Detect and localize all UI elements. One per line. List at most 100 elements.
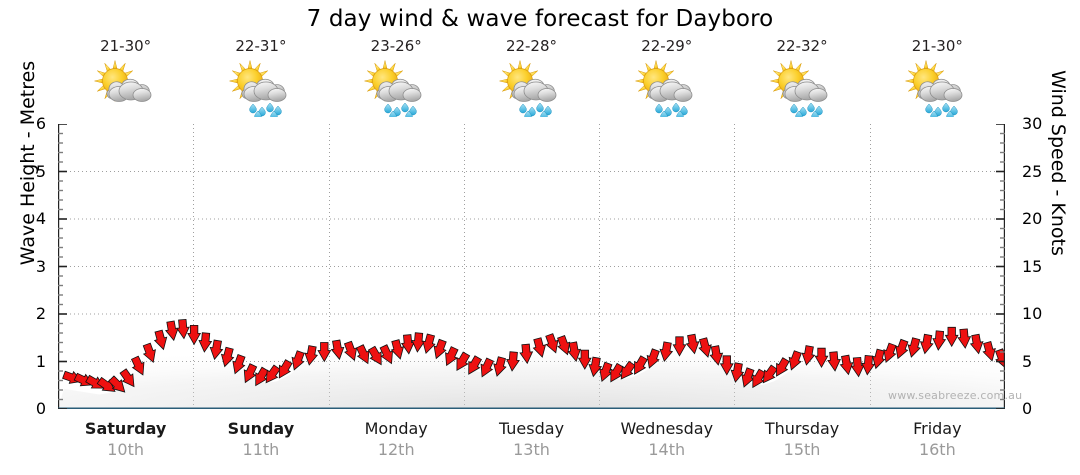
wind-barb-arrow <box>108 375 126 393</box>
wind-barb-arrow <box>895 338 909 360</box>
right-tick-label: 10 <box>1022 304 1043 323</box>
wind-barb-arrow <box>480 357 495 378</box>
wind-barb-arrow <box>456 351 471 372</box>
wind-barb-arrow <box>730 362 745 383</box>
wind-barb-arrow <box>187 324 202 346</box>
left-tick-label: 4 <box>35 209 46 228</box>
left-tick-label: 2 <box>35 304 46 323</box>
wind-barb-arrow <box>719 355 734 376</box>
day-date: 15th <box>783 440 821 459</box>
right-tick-label: 0 <box>1022 399 1033 418</box>
wind-barb-arrow <box>390 339 405 360</box>
day-name: Saturday <box>84 419 167 438</box>
left-tick-label: 0 <box>35 399 46 418</box>
wind-barb-arrow <box>119 368 135 388</box>
wind-barb-arrow <box>330 339 345 361</box>
sun-behind-rain-cloud-icon <box>898 57 976 117</box>
wind-barb-arrow <box>957 328 972 349</box>
left-tick-label: 3 <box>35 256 46 276</box>
wind-barb-group <box>62 318 1005 393</box>
plot-canvas <box>58 124 1005 409</box>
wind-barb-arrow <box>741 367 755 388</box>
wind-barb-arrow <box>685 333 700 355</box>
day-date: 11th <box>242 440 280 459</box>
day-header-thursday: 22-32° <box>734 38 869 123</box>
wind-barb-arrow <box>545 333 559 354</box>
sun-behind-rain-cloud-icon <box>357 57 435 117</box>
left-tick-label: 6 <box>35 114 46 133</box>
site-watermark: www.seabreeze.com.au <box>888 389 1023 402</box>
wind-barb-arrow <box>620 360 636 380</box>
sun-behind-rain-cloud-icon <box>628 57 706 117</box>
day-footer-sunday: Sunday 11th <box>193 418 328 468</box>
wind-barb-arrow <box>278 359 293 379</box>
wind-barb-arrow <box>776 357 790 377</box>
wind-barb-arrow <box>588 356 603 378</box>
day-footer-friday: Friday 16th <box>870 418 1005 468</box>
temperature-range: 22-29° <box>641 37 693 55</box>
wind-barb-arrow <box>209 339 224 361</box>
wind-barb-arrow <box>557 335 571 356</box>
wind-barb-arrow <box>872 348 886 370</box>
sun-behind-rain-cloud-icon <box>763 57 841 117</box>
wind-barb-arrow <box>932 330 947 351</box>
wind-barb-arrow <box>634 355 648 375</box>
wave-height-area <box>58 333 1005 409</box>
wind-barb-arrow <box>355 344 370 365</box>
wind-barb-arrow <box>850 356 865 378</box>
wind-barb-arrow <box>411 332 426 353</box>
wind-barb-arrow <box>519 343 534 365</box>
right-tick-label: 15 <box>1022 256 1043 276</box>
left-tick-label: 1 <box>35 351 46 371</box>
day-date: 12th <box>377 440 415 459</box>
wind-barb-arrow <box>400 334 415 355</box>
day-header-strip: 21-30° 22-31° 23-26° 22-28° 22-29° 22-32° 21-3… <box>58 38 1005 123</box>
day-date: 13th <box>513 440 550 459</box>
wind-barb-arrow <box>969 333 984 355</box>
day-name: Sunday <box>227 419 295 438</box>
wind-barb-arrow <box>814 347 829 369</box>
temperature-range: 22-31° <box>235 37 287 55</box>
right-tick-label: 5 <box>1022 351 1033 371</box>
wind-barb-arrow <box>762 364 778 384</box>
temperature-range: 22-32° <box>776 37 828 55</box>
temperature-range: 23-26° <box>370 37 422 55</box>
day-header-sunday: 22-31° <box>193 38 328 123</box>
wind-barb-arrow <box>468 355 482 375</box>
wind-barb-arrow <box>142 342 156 364</box>
wind-barb-arrow <box>445 346 459 367</box>
wind-barb-arrow <box>153 329 168 351</box>
day-name: Thursday <box>764 419 840 438</box>
wind-barb-arrow <box>919 333 934 355</box>
wind-barb-arrow <box>291 350 305 371</box>
page-title: 7 day wind & wave forecast for Dayboro <box>306 6 774 32</box>
sun-behind-rain-cloud-icon <box>492 57 570 117</box>
wind-barb-arrow <box>672 336 687 357</box>
wind-barb-arrow <box>698 337 712 358</box>
day-name: Friday <box>913 419 962 438</box>
wind-barb-arrow <box>599 361 613 383</box>
forecast-plot <box>58 124 1005 409</box>
day-footer-monday: Monday 12th <box>329 418 464 468</box>
day-date: 10th <box>107 440 145 459</box>
day-header-monday: 23-26° <box>329 38 464 123</box>
wind-barb-arrow <box>567 341 582 363</box>
day-name: Wednesday <box>620 419 714 438</box>
right-tick-label: 25 <box>1022 161 1043 181</box>
wind-barb-arrow <box>304 345 319 366</box>
wind-barb-arrow <box>265 364 281 384</box>
wind-barb-arrow <box>861 355 876 376</box>
wind-barb-arrow <box>243 363 258 384</box>
temperature-range: 21-30° <box>100 37 152 55</box>
wind-barb-arrow <box>827 351 841 372</box>
wind-barb-arrow <box>646 348 660 369</box>
wind-barb-arrow <box>433 338 447 360</box>
wind-barb-arrow <box>317 342 332 363</box>
wind-barb-arrow <box>801 345 816 366</box>
wind-barb-arrow <box>982 341 996 362</box>
wind-barb-arrow <box>493 356 507 377</box>
wind-barb-arrow <box>506 351 520 372</box>
day-name: Tuesday <box>498 419 565 438</box>
sun-behind-cloud-icon <box>87 57 165 117</box>
day-name: Monday <box>364 419 428 438</box>
